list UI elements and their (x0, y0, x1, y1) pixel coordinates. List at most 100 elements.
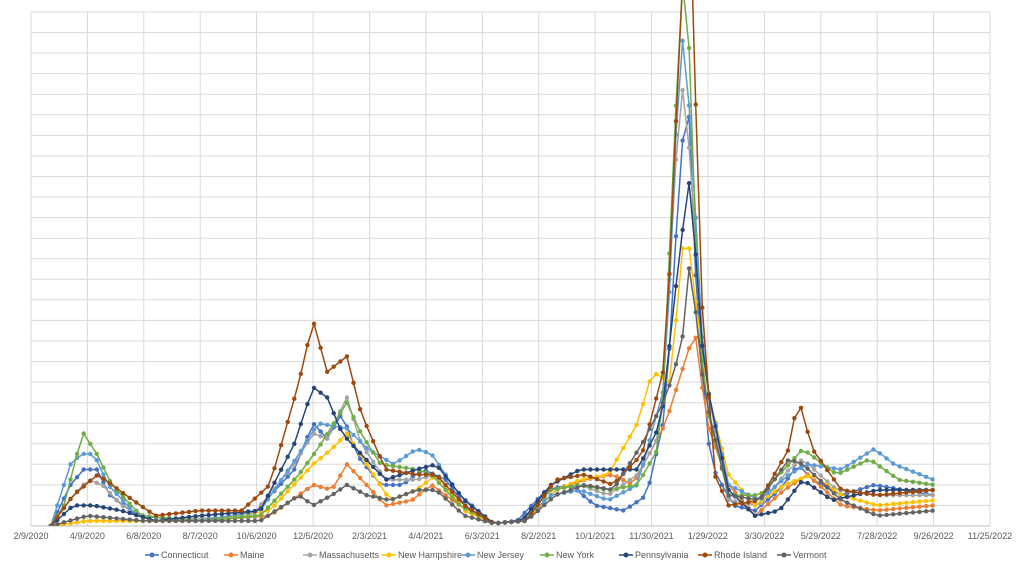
data-point-rhode-island (101, 476, 106, 481)
data-point-vermont (88, 513, 93, 519)
data-point-new-york (94, 451, 100, 457)
data-point-new-jersey (107, 484, 113, 490)
data-point-new-jersey (581, 489, 586, 494)
data-point-rhode-island (588, 474, 593, 479)
data-point-new-york (798, 448, 804, 454)
series-new-jersey[interactable] (48, 38, 935, 529)
data-point-vermont (423, 487, 429, 493)
x-tick-label: 7/28/2022 (857, 531, 897, 541)
data-point-pennsylvania (219, 511, 225, 517)
data-point-new-jersey (891, 461, 896, 466)
data-point-new-hampshire (101, 518, 106, 524)
data-point-vermont (397, 494, 402, 499)
data-point-new-jersey (68, 462, 73, 467)
data-point-rhode-island (403, 470, 409, 476)
data-point-vermont (325, 495, 330, 500)
series-vermont[interactable] (48, 266, 935, 528)
data-point-rhode-island (640, 448, 646, 453)
data-point-vermont (654, 413, 659, 419)
legend-item-vermont[interactable]: Vermont (777, 550, 827, 560)
data-point-new-york (877, 464, 883, 469)
data-point-vermont (430, 487, 435, 493)
data-point-maine (338, 473, 343, 478)
data-point-connecticut (384, 482, 389, 488)
data-point-new-hampshire (772, 489, 777, 494)
data-point-new-york (910, 479, 916, 484)
data-point-connecticut (864, 485, 869, 490)
data-point-new-york (917, 480, 922, 485)
legend[interactable]: Connecticut Maine Massachusetts New Hampshi… (145, 550, 827, 560)
data-point-new-hampshire (298, 475, 303, 480)
data-point-vermont (173, 518, 178, 524)
data-point-vermont (515, 519, 521, 524)
data-point-new-jersey (805, 462, 810, 467)
data-point-new-hampshire (94, 518, 100, 524)
legend-item-new-york[interactable]: New York (540, 550, 595, 560)
x-tick-label: 6/3/2021 (465, 531, 500, 541)
x-tick-label: 6/8/2020 (126, 531, 161, 541)
gridlines (30, 11, 991, 527)
data-point-pennsylvania (884, 487, 889, 493)
data-point-new-york (68, 477, 73, 482)
data-point-rhode-island (772, 471, 777, 476)
series-maine[interactable] (48, 335, 935, 529)
data-point-vermont (127, 517, 132, 522)
legend-swatch-marker (702, 552, 708, 558)
data-point-new-york (127, 501, 132, 506)
data-point-massachusetts (114, 498, 119, 503)
data-point-rhode-island (114, 486, 119, 491)
data-point-vermont (581, 483, 586, 488)
x-tick-label: 8/7/2020 (183, 531, 218, 541)
data-point-rhode-island (693, 102, 698, 107)
data-point-new-york (904, 478, 909, 484)
data-point-pennsylvania (410, 468, 415, 473)
data-point-new-jersey (417, 447, 422, 453)
series-pennsylvania[interactable] (48, 181, 935, 528)
data-point-pennsylvania (805, 480, 810, 486)
data-point-connecticut (390, 482, 396, 488)
data-point-pennsylvania (798, 480, 804, 485)
data-point-new-hampshire (614, 457, 619, 462)
legend-item-massachusetts[interactable]: Massachusetts (303, 550, 380, 560)
data-point-maine (772, 496, 777, 501)
data-point-pennsylvania (746, 507, 751, 512)
x-tick-label: 11/25/2022 (968, 531, 1012, 541)
data-point-massachusetts (923, 493, 929, 498)
data-point-vermont (594, 484, 600, 490)
data-point-new-york (871, 459, 876, 464)
series-new-york[interactable] (48, 0, 935, 528)
data-point-rhode-island (542, 493, 547, 498)
data-point-vermont (614, 481, 619, 487)
data-point-new-jersey (765, 490, 771, 495)
data-point-pennsylvania (844, 494, 850, 500)
data-point-new-jersey (305, 438, 310, 443)
data-point-vermont (529, 514, 534, 519)
data-point-new-hampshire (851, 496, 856, 501)
data-point-pennsylvania (68, 505, 73, 511)
data-point-pennsylvania (259, 506, 264, 511)
data-point-rhode-island (561, 476, 567, 481)
legend-item-new-jersey[interactable]: New Jersey (461, 550, 525, 560)
data-point-vermont (858, 506, 863, 511)
data-point-vermont (338, 487, 343, 492)
data-point-connecticut (594, 503, 600, 508)
legend-item-maine[interactable]: Maine (224, 550, 265, 560)
series-new-hampshire[interactable] (48, 246, 935, 528)
data-point-vermont (891, 512, 896, 517)
data-point-pennsylvania (680, 227, 685, 233)
data-point-new-york (259, 512, 264, 517)
x-tick-label: 5/29/2022 (801, 531, 841, 541)
legend-label-vermont: Vermont (793, 550, 827, 560)
data-point-new-hampshire (377, 482, 382, 487)
legend-item-rhode-island[interactable]: Rhode Island (698, 550, 767, 560)
data-point-maine (765, 501, 771, 507)
data-point-vermont (621, 471, 626, 476)
series-rhode-island[interactable] (48, 0, 935, 528)
data-point-vermont (390, 497, 396, 502)
legend-item-pennsylvania[interactable]: Pennsylvania (619, 550, 689, 560)
data-point-connecticut (588, 499, 593, 504)
legend-item-connecticut[interactable]: Connecticut (145, 550, 209, 560)
legend-swatch-marker (386, 552, 392, 558)
legend-item-new-hampshire[interactable]: New Hampshire (382, 550, 462, 560)
data-point-vermont (311, 502, 317, 508)
